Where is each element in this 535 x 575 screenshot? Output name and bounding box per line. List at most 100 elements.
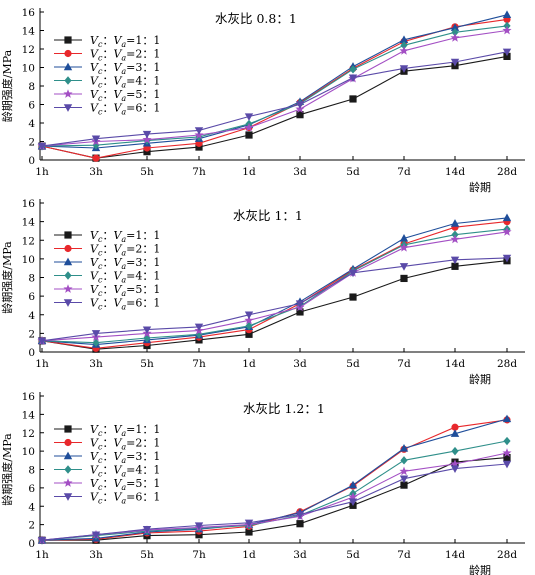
legend-label: Vc：Va=1：1	[90, 423, 160, 438]
data-point	[348, 269, 358, 278]
data-point	[399, 46, 409, 55]
data-point	[295, 511, 305, 519]
data-point	[450, 58, 460, 67]
data-point	[399, 242, 409, 252]
x-tick-label: 28d	[497, 549, 517, 561]
x-tick-label: 3h	[89, 358, 103, 370]
legend-marker	[63, 89, 73, 98]
x-axis-title: 龄期	[469, 372, 491, 386]
x-tick-label: 14d	[445, 358, 465, 370]
legend-label: Vc：Va=2：1	[90, 437, 160, 452]
data-point	[400, 41, 408, 50]
data-point	[349, 95, 357, 103]
legend-marker	[63, 62, 73, 71]
series-line-4	[41, 228, 508, 344]
legend-label: Vc：Va=1：1	[90, 229, 160, 244]
data-point	[92, 338, 100, 347]
x-tick-label: 5h	[140, 166, 154, 178]
x-tick-label: 3h	[89, 166, 103, 178]
legend-label: Vc：Va=3：1	[90, 450, 160, 465]
x-axis-title: 龄期	[469, 563, 491, 575]
legend-marker	[64, 244, 72, 253]
legend-marker	[64, 49, 72, 58]
series-line-4	[41, 25, 508, 147]
x-tick-label: 3d	[293, 358, 307, 370]
y-tick-label: 0	[28, 347, 35, 359]
data-point	[195, 143, 203, 151]
x-tick-label: 28d	[497, 166, 517, 178]
data-point	[349, 65, 357, 74]
y-tick-label: 6	[28, 291, 35, 303]
data-point	[502, 227, 512, 236]
y-tick-label: 8	[28, 81, 35, 93]
series-line-1	[41, 55, 508, 159]
data-point	[37, 537, 47, 545]
legend-label: Vc：Va=6：1	[90, 102, 160, 117]
y-tick-label: 0	[28, 538, 35, 550]
chart-title: 水灰比 1.2：1	[243, 401, 325, 416]
legend-marker	[63, 478, 73, 487]
x-tick-label: 5d	[346, 166, 360, 178]
data-point	[451, 28, 459, 37]
legend-marker	[63, 104, 73, 112]
legend-marker	[63, 493, 73, 501]
y-tick-label: 4	[28, 310, 35, 322]
data-point	[142, 526, 152, 534]
legend-label: Vc：Va=3：1	[90, 61, 160, 76]
data-point	[348, 74, 358, 83]
x-tick-label: 3d	[293, 549, 307, 561]
data-point	[451, 446, 459, 456]
data-point	[503, 436, 511, 446]
y-tick-label: 2	[28, 328, 35, 340]
data-point	[399, 35, 409, 43]
y-tick-label: 6	[28, 483, 35, 495]
legend-marker	[63, 284, 73, 293]
legend-marker	[64, 231, 72, 239]
legend-marker	[64, 76, 72, 85]
data-point	[400, 274, 408, 283]
data-point	[245, 321, 253, 331]
data-point	[399, 466, 409, 476]
data-point	[194, 323, 204, 332]
series-line-6	[41, 463, 508, 541]
data-point	[142, 130, 152, 139]
legend-marker	[64, 465, 72, 474]
data-point	[296, 520, 304, 528]
y-tick-label: 4	[28, 118, 35, 130]
data-point	[450, 256, 460, 265]
legend-marker	[63, 451, 73, 460]
x-tick-label: 1h	[35, 166, 49, 178]
y-tick-label: 6	[28, 100, 35, 112]
data-point	[37, 337, 47, 346]
y-axis-title: 龄期强度/MPa	[0, 241, 14, 314]
data-point	[348, 492, 358, 501]
data-point	[143, 148, 151, 156]
data-point	[399, 65, 409, 73]
data-point	[244, 315, 254, 325]
data-point	[450, 219, 460, 227]
chart-panel-1: 0 2 4 6 8 10 12 14 16 1h 3h 5h 7h 1d 3d 5d 7d 14d 28d 龄期强度/…	[0, 198, 525, 386]
legend-label: Vc：Va=6：1	[90, 491, 160, 506]
legend-label: Vc：Va=3：1	[90, 256, 160, 271]
data-point	[450, 459, 460, 468]
y-axis-title: 龄期强度/MPa	[0, 49, 14, 122]
y-tick-label: 14	[22, 217, 36, 229]
data-point	[142, 326, 152, 335]
legend: Vc：Va=1：1Vc：Va=2：1Vc：Va=3：1Vc：Va=4：1Vc：V…	[54, 229, 160, 312]
y-tick-label: 12	[22, 44, 35, 56]
data-point	[92, 154, 100, 162]
series-line-5	[41, 231, 508, 342]
y-tick-label: 0	[28, 155, 35, 167]
x-tick-label: 1h	[35, 549, 49, 561]
y-tick-label: 8	[28, 465, 35, 477]
data-point	[245, 131, 253, 139]
data-point	[450, 234, 460, 244]
y-tick-label: 14	[22, 26, 36, 38]
data-point	[194, 522, 204, 530]
x-tick-label: 14d	[445, 549, 465, 561]
data-point	[502, 254, 512, 263]
x-tick-label: 5d	[346, 358, 360, 370]
data-point	[195, 531, 203, 539]
y-tick-label: 16	[22, 7, 36, 19]
legend-label: Vc：Va=4：1	[90, 75, 160, 90]
